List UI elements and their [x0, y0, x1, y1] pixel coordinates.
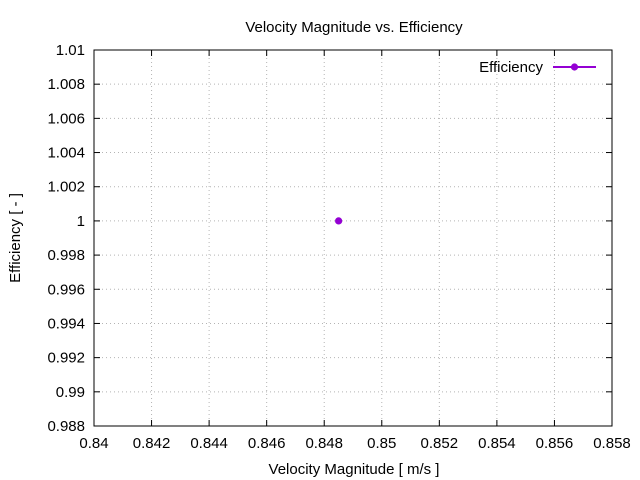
x-tick-label: 0.852	[421, 435, 459, 452]
x-tick-label: 0.856	[536, 435, 574, 452]
data-point	[335, 217, 343, 225]
x-tick-label: 0.846	[248, 435, 286, 452]
y-tick-labels: 0.988 0.99 0.992 0.994 0.996 0.998 1 1.002 1.004…	[47, 42, 85, 435]
y-axis-label: Efficiency [ - ]	[7, 193, 24, 283]
data-points	[335, 217, 343, 225]
y-tick-label: 0.998	[47, 247, 85, 264]
legend-marker-efficiency	[570, 63, 579, 71]
chart-title: Velocity Magnitude vs. Efficiency	[245, 19, 463, 36]
y-tick-label: 0.99	[56, 384, 85, 401]
y-tick-label: 1.008	[47, 76, 85, 93]
x-tick-label: 0.85	[367, 435, 396, 452]
y-tick-label: 1.01	[56, 42, 85, 59]
x-tick-label: 0.84	[79, 435, 108, 452]
x-axis-label: Velocity Magnitude [ m/s ]	[269, 461, 440, 478]
legend-label-efficiency: Efficiency	[479, 59, 543, 76]
y-tick-label: 1.004	[47, 145, 85, 162]
y-tick-label: 1.002	[47, 179, 85, 196]
plot-frame	[93, 49, 613, 427]
x-tick-label: 0.848	[305, 435, 343, 452]
y-tick-label: 1	[77, 213, 85, 230]
y-tick-label: 0.988	[47, 418, 85, 435]
x-tick-label: 0.844	[190, 435, 228, 452]
y-tick-label: 1.006	[47, 110, 85, 127]
grid	[94, 50, 612, 426]
x-tick-labels: 0.84 0.842 0.844 0.846 0.848 0.85 0.852 0.854 0.…	[79, 435, 630, 452]
axis-ticks	[93, 49, 613, 427]
x-tick-label: 0.842	[133, 435, 171, 452]
x-tick-label: 0.854	[478, 435, 516, 452]
x-tick-label: 0.858	[593, 435, 631, 452]
y-tick-label: 0.994	[47, 315, 85, 332]
legend: Efficiency	[479, 59, 596, 76]
y-tick-label: 0.992	[47, 350, 85, 367]
y-tick-label: 0.996	[47, 281, 85, 298]
